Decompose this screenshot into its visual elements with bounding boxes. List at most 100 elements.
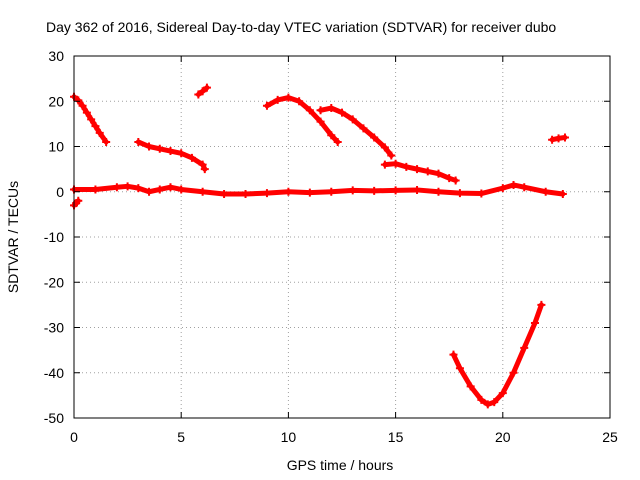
data-point (423, 167, 432, 176)
data-point (413, 185, 422, 194)
data-point (391, 159, 400, 168)
data-point (541, 187, 550, 196)
data-point (134, 184, 143, 193)
x-tick-labels: 0 5 10 15 20 25 (70, 429, 618, 445)
data-point (359, 124, 368, 133)
data-point (455, 189, 464, 198)
data-point (560, 133, 569, 142)
series-arc-5 (316, 104, 396, 160)
data-point (198, 160, 207, 169)
data-point (333, 137, 342, 146)
data-point (155, 185, 164, 194)
y-tick-label: 0 (56, 184, 64, 200)
data-point (198, 187, 207, 196)
series-arc-9 (70, 196, 83, 210)
data-point (220, 190, 229, 199)
x-tick-label: 25 (602, 429, 618, 445)
x-tick-label: 20 (495, 429, 511, 445)
y-tick-label: -20 (44, 274, 64, 290)
data-point (327, 131, 336, 140)
data-point (490, 398, 499, 407)
data-point (558, 190, 567, 199)
data-point (498, 184, 507, 193)
chart-title: Day 362 of 2016, Sidereal Day-to-day VTE… (46, 19, 556, 35)
data-point (520, 183, 529, 192)
data-point (530, 318, 539, 327)
data-point (509, 180, 518, 189)
data-point (370, 133, 379, 142)
data-point (166, 147, 175, 156)
axis-ticks (73, 55, 611, 419)
y-tick-label: 30 (48, 48, 64, 64)
data-point (194, 90, 203, 99)
data-point (449, 350, 458, 359)
data-point (202, 83, 211, 92)
data-point (82, 108, 91, 117)
data-point (434, 187, 443, 196)
data-point (305, 188, 314, 197)
series-baseline (70, 180, 567, 199)
data-point (380, 143, 389, 152)
data-point (445, 174, 454, 183)
series-arc-2 (134, 137, 209, 174)
series-arc-8 (449, 300, 546, 409)
data-point (123, 182, 132, 191)
data-series (70, 83, 569, 409)
y-axis-label: SDTVAR / TECUs (5, 181, 21, 293)
x-tick-label: 5 (177, 429, 185, 445)
series-arc-7 (548, 133, 569, 144)
series-line (450, 302, 544, 407)
y-tick-label: 10 (48, 139, 64, 155)
data-point (284, 187, 293, 196)
data-point (74, 96, 83, 105)
x-axis-label: GPS time / hours (287, 457, 394, 473)
data-point (402, 162, 411, 171)
data-point (413, 165, 422, 174)
series-arc-4 (262, 93, 342, 146)
data-point (112, 183, 121, 192)
series-arc-6 (380, 159, 460, 185)
y-tick-label: -50 (44, 410, 64, 426)
data-point (87, 115, 96, 124)
data-point (370, 186, 379, 195)
data-point (78, 101, 87, 110)
data-point (262, 189, 271, 198)
series-line (264, 95, 341, 145)
data-point (387, 151, 396, 160)
y-tick-label: -30 (44, 320, 64, 336)
data-point (91, 122, 100, 131)
series-arc-3 (194, 83, 211, 99)
data-point (295, 97, 304, 106)
data-point (477, 395, 486, 404)
data-point (520, 343, 529, 352)
data-point (305, 106, 314, 115)
x-tick-label: 10 (281, 429, 297, 445)
data-point (316, 117, 325, 126)
data-point (548, 135, 557, 144)
data-point (316, 106, 325, 115)
data-point (284, 93, 293, 102)
y-tick-labels: -50 -40 -30 -20 -10 0 10 20 30 (44, 48, 64, 426)
data-point (198, 87, 207, 96)
data-point (134, 137, 143, 146)
data-point (177, 149, 186, 158)
data-point (380, 160, 389, 169)
y-tick-label: -10 (44, 229, 64, 245)
data-point (102, 137, 111, 146)
data-point (455, 364, 464, 373)
data-point (166, 183, 175, 192)
data-point (327, 187, 336, 196)
data-point (451, 176, 460, 185)
series-arc-1 (70, 92, 111, 146)
data-point (327, 104, 336, 113)
data-point (338, 108, 346, 117)
data-point (145, 187, 154, 196)
series-line (71, 182, 566, 197)
data-point (200, 165, 209, 174)
data-point (537, 300, 546, 309)
data-point (187, 153, 196, 162)
data-point (74, 196, 83, 205)
data-point (155, 144, 164, 153)
data-point (145, 142, 154, 151)
